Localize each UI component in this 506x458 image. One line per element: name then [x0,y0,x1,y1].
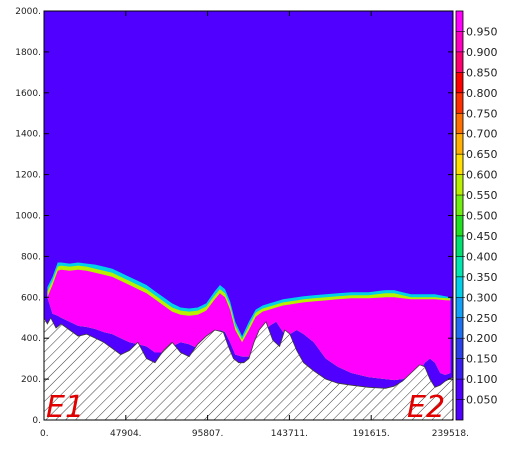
colorbar-tick-label: 0.850 [466,66,498,79]
colorbar-tick-label: 0.250 [466,312,498,325]
colorbar-tick-label: 0.800 [466,87,498,100]
y-tick-label: 0. [32,416,41,426]
colorbar-tick-label: 0.350 [466,271,498,284]
colorbar-tick-label: 0.750 [466,107,498,120]
colorbar-swatch [456,215,463,237]
colorbar-swatch [456,358,463,380]
colorbar-swatch [456,31,463,53]
colorbar-swatch [456,276,463,298]
colorbar-tick-label: 0.200 [466,332,498,345]
colorbar-swatch [456,338,463,360]
colorbar-tick-label: 0.950 [466,25,498,38]
colorbar-tick-label: 0.500 [466,210,498,223]
colorbar-tick-label: 0.650 [466,148,498,161]
colorbar-swatch [456,11,463,32]
colorbar-tick-label: 0.550 [466,189,498,202]
colorbar-swatch [456,379,463,401]
y-tick-label: 1800. [15,48,41,58]
y-tick-label: 2000. [15,7,41,17]
y-tick-label: 200. [21,375,41,385]
colorbar-swatch [456,256,463,278]
x-tick-label: 95807. [192,429,224,439]
colorbar-tick-label: 0.450 [466,230,498,243]
y-tick-label: 1600. [15,89,41,99]
x-tick-label: 47904. [110,429,142,439]
colorbar-swatch [456,317,463,339]
plot-area [44,11,453,420]
colorbar-tick-label: 0.150 [466,353,498,366]
y-tick-label: 1200. [15,171,41,181]
colorbar-swatch-min [456,399,463,420]
x-tick-label: 239518. [432,429,469,439]
x-tick-label: 191615. [353,429,390,439]
colorbar-swatch [456,297,463,319]
colorbar: 0.050 0.100 0.150 0.200 0.250 0.300 0.350 0.400… [455,10,498,421]
axis-layer: 0. 200. 400. 600. 800. 1000. 1200. 1400. 1600. 18… [15,7,469,439]
colorbar-tick-label: 0.900 [466,46,498,59]
colorbar-tick-label: 0.600 [466,169,498,182]
colorbar-swatch [456,195,463,216]
x-tick-label: 143711. [271,429,308,439]
colorbar-swatch [456,154,463,176]
colorbar-swatch [456,51,463,73]
y-tick-label: 1400. [15,130,41,140]
y-tick-label: 1000. [15,212,41,222]
contour-band-3 [47,269,451,381]
colorbar-tick-label: 0.400 [466,250,498,263]
colorbar-swatch [456,72,463,94]
terrain-hatch [44,316,453,420]
colorbar-tick-label: 0.100 [466,373,498,386]
y-tick-label: 800. [21,252,41,262]
endpoint-label-left: E1 [46,390,84,425]
colorbar-tick-label: 0.300 [466,291,498,304]
colorbar-tick-label: 0.700 [466,128,498,141]
y-tick-label: 600. [21,293,41,303]
y-tick-label: 400. [21,334,41,344]
colorbar-swatch [456,92,463,114]
colorbar-tick-label: 0.050 [466,394,498,407]
x-tick-label: 0. [40,429,49,439]
endpoint-label-right: E2 [407,390,445,425]
colorbar-swatch [456,113,463,135]
colorbar-swatch [456,133,463,155]
colorbar-swatch [456,174,463,196]
colorbar-swatch [456,235,463,257]
